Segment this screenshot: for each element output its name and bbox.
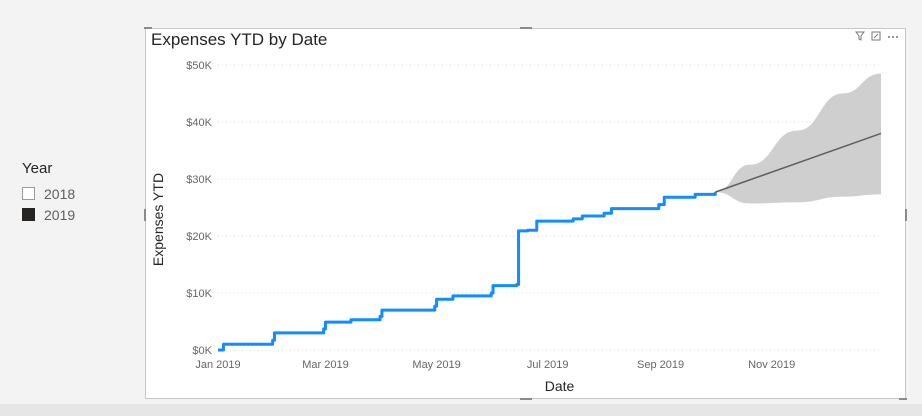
line-chart: $0K $10K $20K $30K $40K $50K Jan 2019 Mar 2019 M… — [150, 60, 882, 394]
y-axis-title: Expenses YTD — [150, 173, 166, 266]
slicer-item-label: 2019 — [44, 206, 76, 223]
line-chart-visual[interactable]: Expenses YTD by Date $0K $10K $20K $30K $40K… — [144, 27, 907, 400]
y-tick-label: $30K — [186, 174, 212, 186]
x-axis-title: Date — [545, 378, 575, 394]
forecast-confidence-band — [715, 73, 881, 204]
year-slicer: Year 2018 2019 — [22, 160, 75, 225]
resize-handle-left[interactable] — [144, 209, 146, 221]
slicer-title: Year — [22, 160, 53, 177]
y-tick-label: $50K — [186, 60, 212, 72]
visual-header — [855, 31, 899, 44]
x-tick-label: Jan 2019 — [195, 359, 240, 371]
resize-handle-corner-br[interactable] — [899, 398, 907, 400]
resize-handle-corner-tl[interactable] — [144, 27, 152, 29]
x-tick-label: Nov 2019 — [748, 359, 795, 371]
y-tick-label: $40K — [186, 117, 212, 129]
y-tick-label: $20K — [186, 231, 212, 243]
checkbox-2018[interactable] — [22, 187, 35, 200]
x-tick-label: Jul 2019 — [527, 359, 569, 371]
checkbox-2019[interactable] — [22, 208, 35, 221]
y-tick-label: $0K — [192, 345, 212, 357]
slicer-item-2019[interactable]: 2019 — [22, 204, 75, 225]
forecast-line — [714, 132, 882, 193]
resize-handle-right[interactable] — [905, 209, 907, 221]
y-tick-label: $10K — [186, 288, 212, 300]
slicer-item-label: 2018 — [44, 185, 76, 202]
resize-handle-bottom[interactable] — [520, 398, 532, 400]
focus-mode-icon[interactable] — [871, 31, 881, 44]
chart-title: Expenses YTD by Date — [151, 30, 328, 49]
resize-handle-top[interactable] — [520, 27, 532, 29]
canvas-footer — [0, 404, 922, 416]
x-tick-label: Mar 2019 — [302, 359, 348, 371]
x-tick-label: May 2019 — [412, 359, 460, 371]
x-tick-label: Sep 2019 — [637, 359, 684, 371]
expenses-ytd-line — [218, 192, 717, 352]
slicer-item-2018[interactable]: 2018 — [22, 183, 75, 204]
more-options-icon[interactable] — [887, 31, 899, 44]
filter-icon[interactable] — [855, 31, 865, 44]
